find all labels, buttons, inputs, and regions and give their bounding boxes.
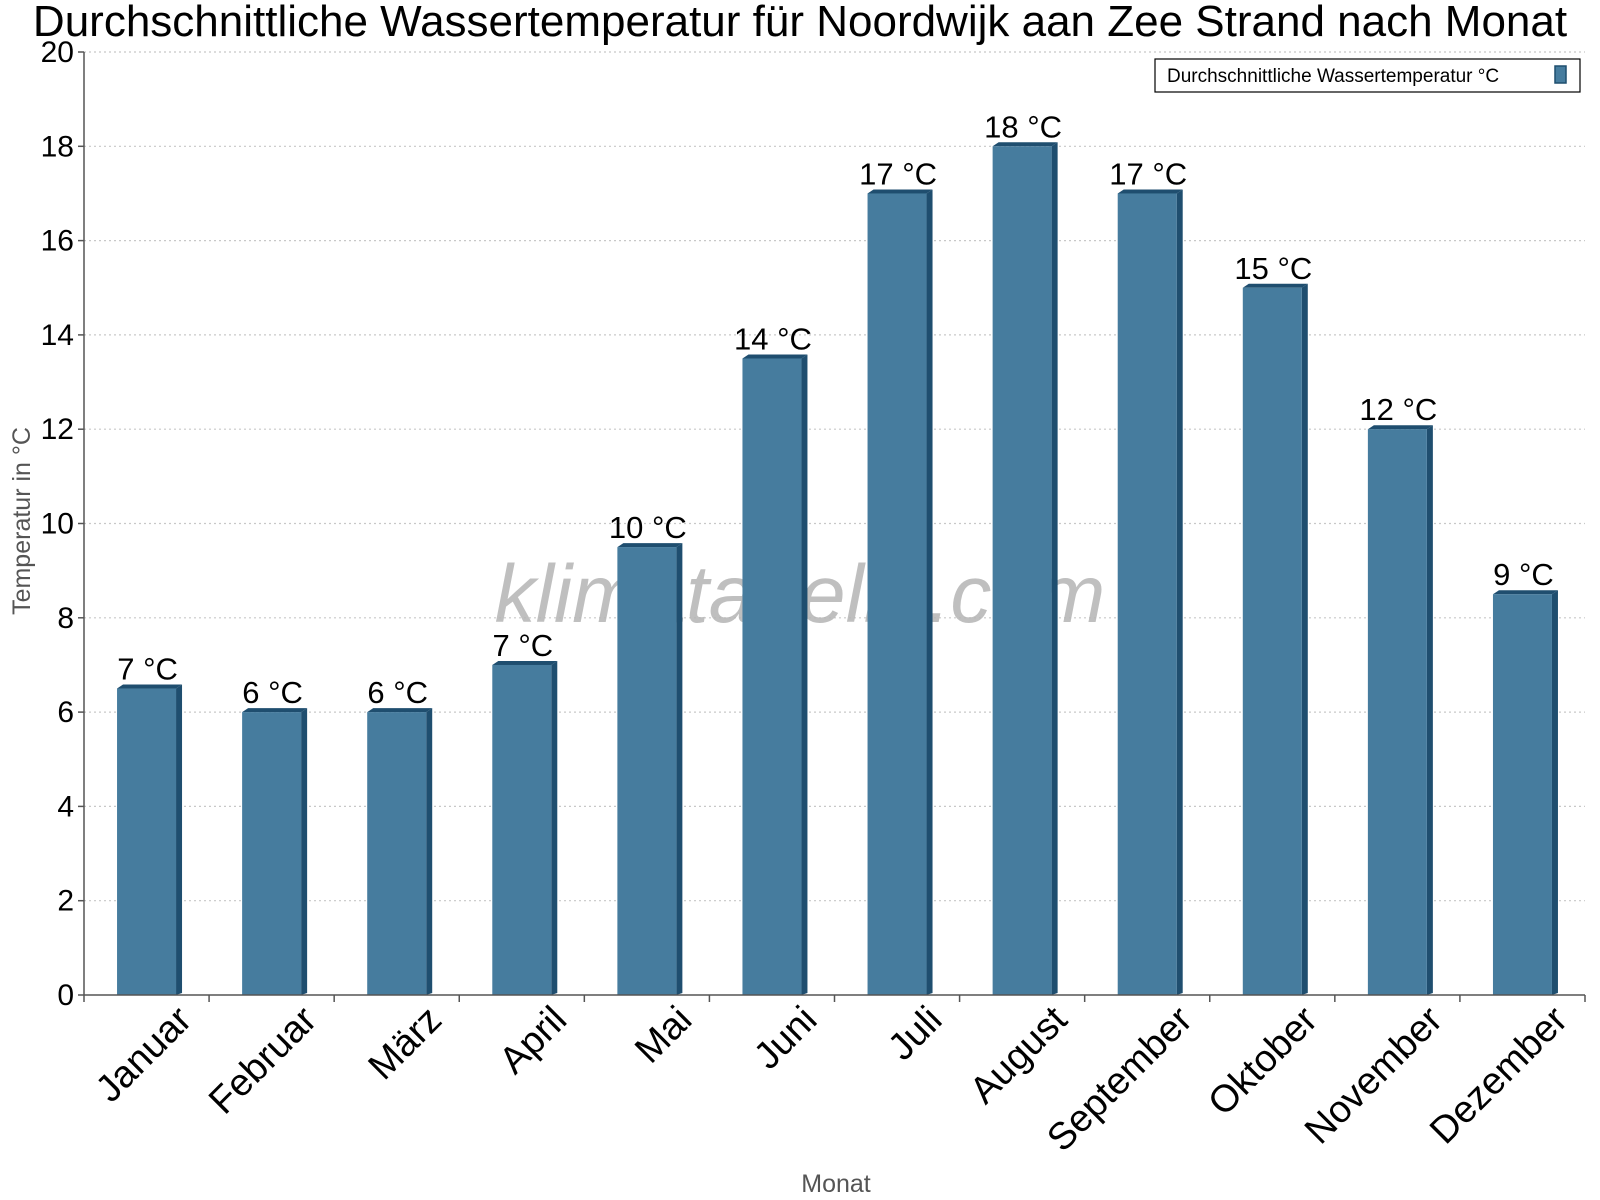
y-tick-label: 2 bbox=[57, 885, 74, 918]
bar bbox=[1367, 425, 1433, 995]
bar-side bbox=[1051, 142, 1058, 996]
x-tick-label: Juli bbox=[880, 999, 950, 1069]
y-tick-label: 8 bbox=[57, 602, 74, 635]
bar bbox=[742, 354, 808, 996]
bar-side bbox=[426, 708, 433, 995]
data-label: 17 °C bbox=[859, 156, 937, 191]
data-label: 10 °C bbox=[609, 510, 687, 545]
y-axis-title: Temperatur in °C bbox=[8, 427, 36, 615]
bar-top bbox=[867, 189, 933, 194]
axes bbox=[78, 51, 1586, 1002]
bar-top bbox=[1117, 189, 1183, 194]
bar-face bbox=[992, 146, 1052, 996]
data-label: 7 °C bbox=[117, 652, 178, 687]
x-tick-label: Februar bbox=[201, 998, 325, 1122]
y-tick-label: 10 bbox=[41, 508, 74, 541]
bar-side bbox=[1551, 590, 1558, 995]
legend-swatch bbox=[1554, 65, 1567, 84]
y-tick-label: 14 bbox=[41, 319, 74, 352]
bar-face bbox=[1117, 193, 1177, 995]
bar-side bbox=[1176, 189, 1183, 995]
bar bbox=[117, 684, 183, 995]
legend-label: Durchschnittliche Wassertemperatur °C bbox=[1167, 66, 1499, 87]
x-tick-label: Januar bbox=[88, 998, 200, 1110]
x-tick-label: April bbox=[492, 999, 575, 1082]
y-tick-label: 6 bbox=[57, 696, 74, 729]
bar-side bbox=[801, 354, 808, 996]
x-tick-label: Oktober bbox=[1200, 998, 1326, 1124]
bar bbox=[367, 708, 433, 995]
x-tick-label: Dezember bbox=[1422, 998, 1576, 1152]
bar bbox=[1242, 283, 1308, 995]
bar-face bbox=[867, 193, 927, 995]
bar-side bbox=[176, 684, 183, 995]
bar-top bbox=[367, 708, 433, 713]
bar-side bbox=[1301, 283, 1308, 995]
legend: Durchschnittliche Wassertemperatur °C bbox=[1154, 58, 1581, 93]
bar-top bbox=[1492, 590, 1558, 595]
x-tick-label: März bbox=[361, 999, 450, 1088]
y-tick-label: 18 bbox=[41, 130, 74, 163]
y-tick-labels: 0 2 4 6 8 10 12 14 16 18 20 bbox=[41, 36, 74, 1012]
data-label: 17 °C bbox=[1109, 156, 1187, 191]
bar-top bbox=[1242, 283, 1308, 288]
bar-side bbox=[676, 543, 683, 995]
data-label: 15 °C bbox=[1234, 251, 1312, 286]
data-label: 9 °C bbox=[1493, 557, 1554, 592]
bar-face bbox=[742, 358, 802, 996]
bar-face bbox=[117, 688, 177, 995]
x-tick-label: Juni bbox=[746, 999, 825, 1078]
bar bbox=[867, 189, 933, 995]
bar-face bbox=[367, 712, 427, 995]
gridlines bbox=[84, 51, 1585, 902]
bar bbox=[1117, 189, 1183, 995]
bar-top bbox=[492, 660, 558, 665]
bar-side bbox=[1426, 425, 1433, 995]
bar-side bbox=[301, 708, 308, 995]
bar bbox=[1492, 590, 1558, 995]
bar-face bbox=[617, 547, 677, 995]
data-label: 7 °C bbox=[492, 628, 553, 663]
x-tick-label: Mai bbox=[627, 999, 700, 1072]
y-tick-label: 0 bbox=[57, 979, 74, 1012]
x-axis-title: Monat bbox=[801, 1170, 871, 1198]
bar bbox=[492, 660, 558, 995]
bar-top bbox=[1367, 425, 1433, 430]
data-label: 12 °C bbox=[1359, 392, 1437, 427]
bar-face bbox=[492, 664, 552, 995]
legend-box bbox=[1154, 58, 1581, 93]
bar bbox=[242, 708, 308, 995]
x-tick-labels: Januar Februar März April Mai Juni Juli AugustS… bbox=[88, 998, 1576, 1159]
data-label: 18 °C bbox=[984, 109, 1062, 144]
bar-top bbox=[617, 543, 683, 548]
data-label: 6 °C bbox=[367, 675, 428, 710]
bar-top bbox=[117, 684, 183, 689]
y-tick-label: 20 bbox=[41, 36, 74, 69]
y-tick-label: 12 bbox=[41, 413, 74, 446]
data-label: 14 °C bbox=[734, 321, 812, 356]
bar-face bbox=[242, 712, 302, 995]
y-tick-label: 4 bbox=[57, 790, 74, 823]
x-tick-label: August bbox=[962, 998, 1076, 1112]
bar-face bbox=[1242, 287, 1302, 995]
bars bbox=[117, 142, 1558, 996]
bar-side bbox=[551, 660, 558, 995]
bar-face bbox=[1492, 594, 1552, 995]
bar-side bbox=[926, 189, 933, 995]
bar-top bbox=[992, 142, 1058, 147]
y-tick-label: 16 bbox=[41, 225, 74, 258]
data-label: 6 °C bbox=[242, 675, 303, 710]
bar bbox=[992, 142, 1058, 996]
bar-top bbox=[242, 708, 308, 713]
data-labels: 7 °C 6 °C 6 °C 7 °C 10 °C 14 °C 17 °C 18 °C 17 °… bbox=[117, 109, 1554, 710]
bar-face bbox=[1367, 429, 1427, 995]
chart-title: Durchschnittliche Wassertemperatur für N… bbox=[33, 0, 1567, 46]
bar-top bbox=[742, 354, 808, 359]
bar bbox=[617, 543, 683, 995]
